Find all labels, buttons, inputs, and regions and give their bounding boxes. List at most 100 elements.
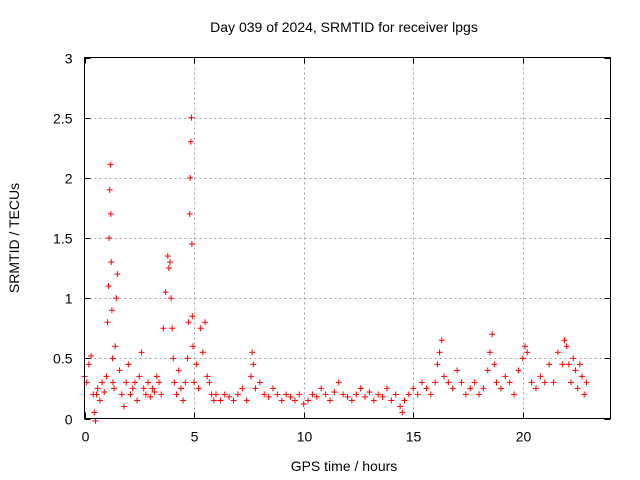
data-point: [265, 393, 272, 400]
data-point: [202, 319, 209, 326]
chart-title: Day 039 of 2024, SRMTID for receiver lpg…: [210, 19, 478, 35]
data-point: [165, 265, 172, 272]
x-tick-label: 0: [82, 429, 90, 445]
data-point: [109, 355, 116, 362]
data-point: [467, 385, 474, 392]
data-point: [554, 349, 561, 356]
y-tick-label: 0.5: [53, 351, 73, 367]
data-point: [111, 385, 118, 392]
data-point: [93, 391, 100, 398]
data-point: [331, 389, 338, 396]
data-point: [357, 385, 364, 392]
data-point: [197, 325, 204, 332]
data-point: [278, 397, 285, 404]
data-point: [524, 349, 531, 356]
data-point: [91, 409, 98, 416]
data-point: [85, 361, 92, 368]
data-point: [291, 397, 298, 404]
data-point: [375, 391, 382, 398]
data-point: [388, 397, 395, 404]
data-point: [563, 343, 570, 350]
data-point: [114, 271, 121, 278]
data-point: [579, 373, 586, 380]
data-point: [528, 379, 535, 386]
plot-frame: [84, 57, 611, 419]
data-point: [188, 114, 195, 121]
data-point: [283, 391, 290, 398]
data-point: [572, 367, 579, 374]
data-point: [568, 379, 575, 386]
data-point: [427, 391, 434, 398]
data-point: [484, 367, 491, 374]
y-tick-label: 1.5: [53, 231, 73, 247]
data-point: [532, 385, 539, 392]
data-point: [486, 349, 493, 356]
axis-ticks: 0 0.5 1 1.5 2 2.5 3 0 5 10 15 20: [53, 51, 611, 445]
data-point: [581, 391, 588, 398]
data-point: [116, 367, 123, 374]
y-tick-label: 2.5: [53, 111, 73, 127]
data-point: [583, 379, 590, 386]
data-point: [340, 391, 347, 398]
data-point: [166, 259, 173, 266]
y-tick-label: 1: [65, 291, 73, 307]
data-point: [476, 391, 482, 398]
grid-layer: [84, 57, 611, 419]
data-point: [131, 379, 138, 386]
data-point: [191, 379, 198, 386]
data-point: [153, 373, 160, 380]
data-point: [570, 355, 577, 362]
data-point: [138, 349, 145, 356]
data-point: [489, 331, 496, 338]
data-point: [160, 325, 167, 332]
data-point: [195, 385, 202, 392]
data-point: [440, 373, 447, 380]
data-point: [204, 373, 211, 380]
data-point: [515, 367, 522, 374]
data-point: [94, 385, 101, 392]
data-point: [221, 391, 228, 398]
data-point: [105, 283, 112, 290]
data-point: [550, 379, 557, 386]
data-point: [106, 235, 113, 241]
data-point: [99, 379, 106, 386]
data-point: [445, 379, 452, 386]
data-point: [88, 352, 95, 359]
data-point: [423, 385, 430, 392]
x-tick-label: 10: [297, 429, 313, 445]
data-point: [182, 379, 189, 386]
data-point: [559, 361, 566, 368]
data-point: [234, 391, 241, 398]
data-point: [449, 385, 456, 392]
data-point: [136, 373, 143, 380]
data-point: [576, 361, 583, 368]
data-point: [261, 391, 268, 398]
data-point: [410, 385, 417, 392]
data-point: [561, 337, 568, 344]
y-tick-label: 3: [65, 51, 73, 67]
data-point: [107, 210, 114, 217]
data-point: [169, 325, 176, 332]
data-point: [480, 385, 487, 392]
data-point: [322, 391, 329, 398]
data-point: [112, 343, 119, 350]
data-point: [256, 379, 263, 386]
data-point: [230, 397, 237, 404]
data-point: [300, 401, 307, 408]
data-point: [399, 409, 406, 416]
data-point: [106, 186, 113, 193]
x-tick-label: 20: [516, 429, 532, 445]
data-point: [401, 397, 408, 404]
data-point: [287, 393, 294, 400]
data-point: [210, 397, 217, 404]
x-tick-label: 5: [191, 429, 199, 445]
data-point: [348, 397, 355, 404]
data-point: [471, 379, 478, 386]
data-point: [187, 138, 194, 145]
data-point: [491, 361, 498, 368]
data-point: [565, 361, 572, 368]
data-point: [187, 174, 194, 181]
data-point: [108, 307, 115, 314]
data-point: [511, 391, 518, 398]
data-point: [326, 397, 333, 404]
